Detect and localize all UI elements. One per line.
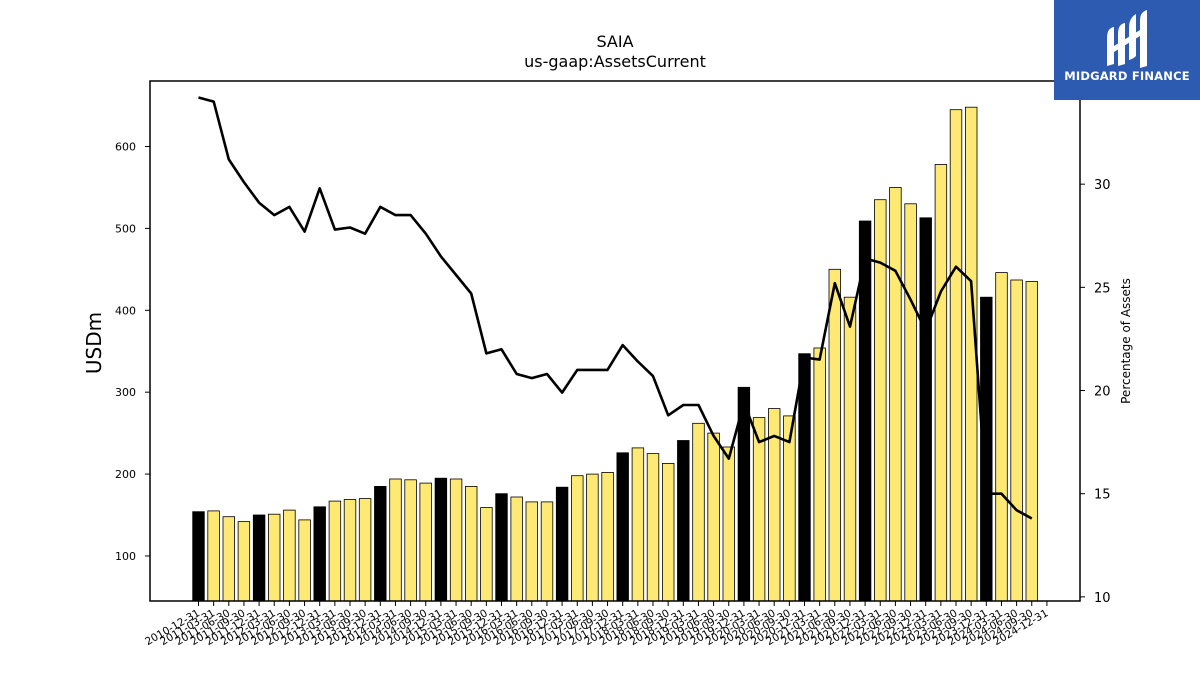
bar: [783, 415, 796, 602]
y2-axis-label: Percentage of Assets: [1119, 278, 1133, 404]
bar: [525, 501, 539, 602]
y-tick-label: 100: [115, 550, 136, 563]
bar: [328, 500, 342, 602]
bar: [889, 187, 902, 602]
bar: [813, 347, 826, 602]
bar: [677, 440, 690, 602]
bar: [192, 511, 205, 602]
bar: [707, 432, 720, 602]
bar: [358, 498, 372, 602]
y2-tick-label: 20: [1094, 385, 1111, 400]
bar: [586, 473, 599, 602]
bar: [237, 521, 251, 602]
bar: [313, 506, 326, 602]
bar: [874, 199, 887, 602]
chart-title: SAIA: [596, 32, 634, 51]
plot-frame: [149, 80, 1081, 602]
bar: [934, 164, 948, 602]
bar: [389, 478, 402, 602]
bar: [222, 516, 236, 602]
bar: [449, 478, 463, 602]
bar: [616, 452, 629, 602]
bar: [480, 507, 493, 602]
brand-name: MIDGARD FINANCE: [1064, 69, 1190, 83]
bar: [495, 493, 508, 602]
bar: [995, 272, 1008, 602]
bar: [646, 453, 660, 602]
bar: [828, 268, 842, 602]
bar: [419, 482, 432, 602]
bar: [207, 510, 220, 602]
bar: [1025, 281, 1039, 602]
bar: [510, 496, 523, 602]
bar: [919, 217, 932, 602]
bar: [343, 499, 357, 602]
bar: [283, 509, 296, 602]
midgard-logo-icon: [1107, 10, 1147, 68]
y2-tick-label: 15: [1094, 488, 1111, 503]
y-tick-label: 300: [115, 386, 136, 399]
bar: [692, 422, 705, 602]
y-tick-label: 200: [115, 468, 136, 481]
bar: [949, 109, 963, 602]
bar: [404, 479, 417, 602]
bar: [374, 485, 387, 602]
bar: [631, 447, 645, 602]
bar: [540, 501, 554, 602]
bar: [904, 203, 917, 602]
y-tick-label: 500: [115, 222, 136, 235]
bar: [571, 475, 584, 602]
bar: [464, 485, 478, 602]
y-tick-label: 400: [115, 304, 136, 317]
y2-tick-label: 30: [1094, 178, 1111, 193]
y2-tick-label: 25: [1094, 281, 1111, 296]
y-axis-label: USDm: [82, 312, 106, 374]
bar: [1010, 279, 1023, 602]
bar: [662, 462, 675, 602]
bar: [798, 353, 811, 602]
bar: [722, 446, 736, 602]
bar: [752, 417, 766, 602]
bar: [252, 514, 266, 602]
line-path: [198, 96, 1033, 520]
y2-tick-label: 10: [1094, 591, 1111, 606]
bar: [434, 477, 448, 602]
bar: [555, 486, 569, 602]
y-tick-label: 600: [115, 141, 136, 154]
bar: [267, 513, 281, 602]
bar: [601, 471, 614, 602]
bar: [298, 519, 311, 602]
chart-subtitle: us-gaap:AssetsCurrent: [524, 52, 706, 71]
line-series: [198, 96, 1033, 520]
bar: [843, 296, 857, 602]
brand-logo: MIDGARD FINANCE: [1054, 0, 1200, 100]
bar-series: [192, 106, 1039, 602]
axes: 10020030040050060010152025302010-12-3120…: [115, 80, 1111, 648]
